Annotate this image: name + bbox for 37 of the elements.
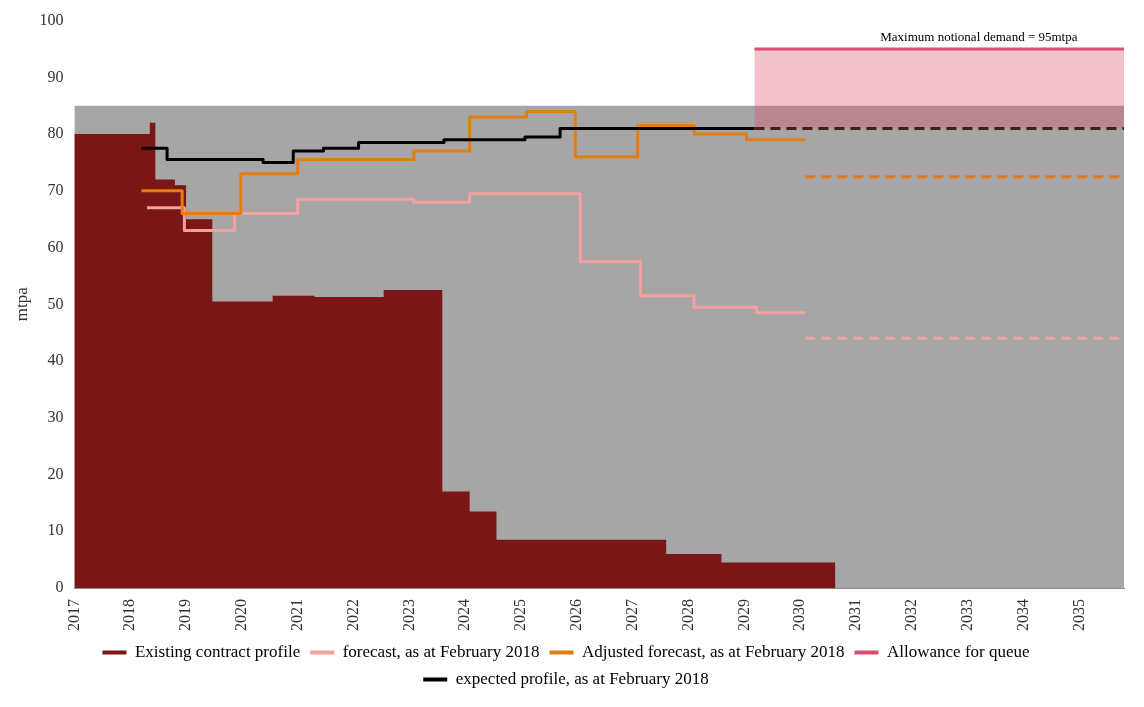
x-tick-label: 2021 (287, 599, 305, 631)
y-tick-label: 20 (47, 464, 64, 482)
y-tick-label: 10 (47, 521, 64, 539)
y-tick-label: 40 (47, 351, 64, 369)
x-tick-label: 2024 (455, 599, 473, 631)
x-tick-label: 2027 (622, 599, 640, 631)
x-tick-label: 2018 (120, 599, 138, 631)
x-tick-label: 2022 (343, 599, 361, 631)
x-tick-label: 2020 (232, 599, 250, 631)
x-tick-label: 2029 (734, 599, 752, 631)
x-tick-label: 2034 (1013, 599, 1031, 631)
x-tick-label: 2031 (846, 599, 864, 631)
x-tick-label: 2026 (567, 599, 585, 631)
x-tick-label: 2033 (957, 599, 975, 631)
y-tick-label: 80 (47, 124, 64, 142)
legend-label: Existing contract profile (134, 641, 301, 661)
legend-label: Adjusted forecast, as at February 2018 (582, 641, 845, 661)
x-tick-label: 2023 (399, 599, 417, 631)
x-tick-label: 2030 (790, 599, 808, 631)
y-tick-label: 70 (47, 181, 64, 199)
legend-label: forecast, as at February 2018 (342, 641, 540, 661)
y-tick-label: 90 (47, 67, 64, 85)
y-tick-label: 0 (55, 578, 64, 596)
y-tick-label: 100 (39, 10, 64, 28)
x-tick-label: 2017 (64, 599, 82, 631)
legend-label: expected profile, as at February 2018 (455, 668, 709, 688)
x-tick-label: 2025 (511, 599, 529, 631)
annotation: Maximum notional demand = 95mtpa (880, 28, 1078, 44)
x-tick-label: 2019 (176, 599, 194, 631)
y-tick-label: 50 (47, 294, 64, 312)
y-tick-label: 30 (47, 407, 64, 425)
y-tick-label: 60 (47, 237, 64, 255)
x-tick-label: 2032 (902, 599, 920, 631)
legend-label: Allowance for queue (887, 641, 1030, 661)
y-axis-title: mtpa (11, 286, 31, 322)
x-tick-label: 2035 (1069, 599, 1087, 631)
x-tick-label: 2028 (678, 599, 696, 631)
